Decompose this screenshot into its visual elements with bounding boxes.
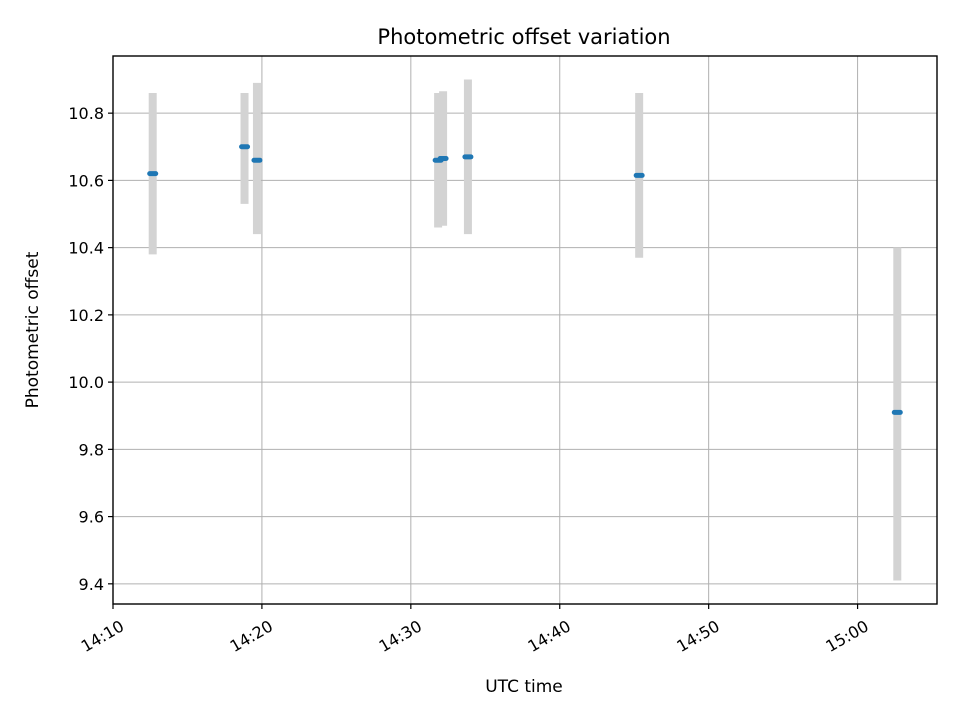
- data-point: [633, 172, 645, 178]
- data-point: [251, 157, 263, 163]
- x-tick-label: 15:00: [822, 616, 871, 656]
- y-tick-label: 9.4: [79, 575, 104, 594]
- y-tick-label: 10.8: [68, 104, 104, 123]
- data-point: [239, 144, 251, 150]
- y-axis-label: Photometric offset: [23, 251, 43, 408]
- chart-title: Photometric offset variation: [377, 25, 670, 49]
- y-tick-label: 9.8: [79, 440, 104, 459]
- x-tick-label: 14:10: [78, 616, 127, 656]
- plot-frame: [112, 55, 938, 605]
- data-point: [147, 171, 159, 177]
- data-points: [147, 144, 903, 415]
- data-point: [891, 409, 903, 415]
- data-point: [462, 154, 474, 160]
- y-axis-ticks: 9.4 9.6 9.8 10.0 10.2 10.4 10.6 10.8: [68, 104, 113, 594]
- x-tick-label: 14:30: [376, 616, 425, 656]
- x-tick-label: 14:20: [227, 616, 276, 656]
- x-axis-label: UTC time: [485, 677, 563, 697]
- y-tick-label: 9.6: [79, 508, 104, 527]
- grid-lines: [112, 56, 937, 604]
- data-point: [437, 156, 449, 162]
- y-tick-label: 10.4: [68, 239, 104, 258]
- y-tick-label: 10.0: [68, 373, 104, 392]
- x-tick-label: 14:50: [673, 616, 722, 656]
- y-tick-label: 10.2: [68, 306, 104, 325]
- x-axis-ticks: 14:10 14:20 14:30 14:40 14:50 15:00: [78, 604, 872, 656]
- x-tick-label: 14:40: [525, 616, 574, 656]
- y-tick-label: 10.6: [68, 171, 104, 190]
- error-bars: [148, 79, 902, 581]
